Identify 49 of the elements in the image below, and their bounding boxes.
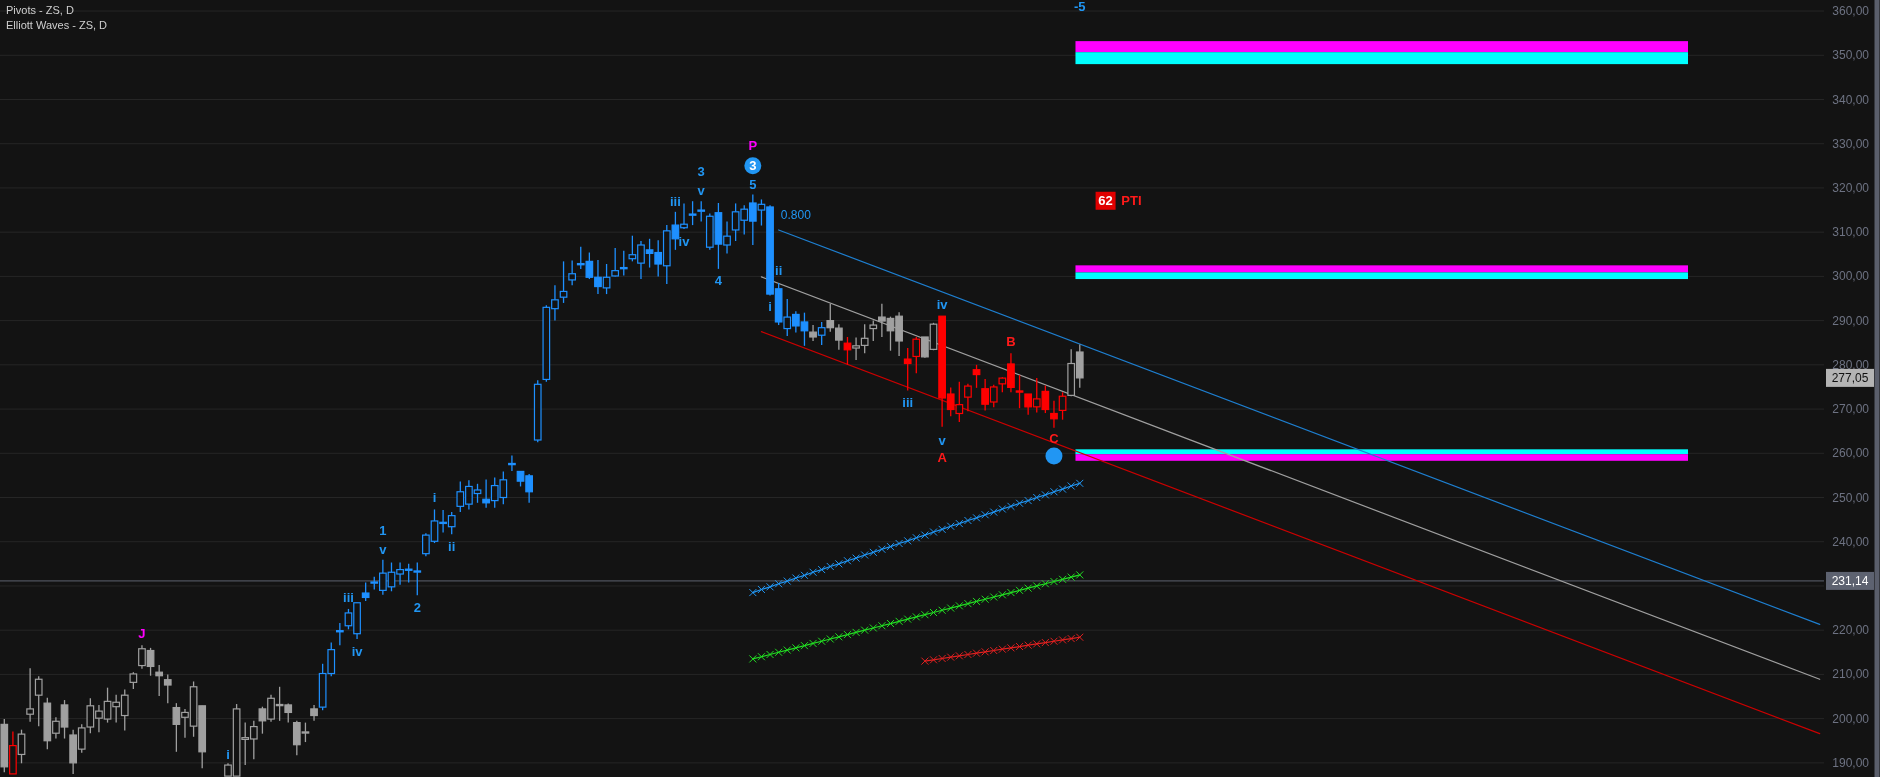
annotation: C — [1049, 431, 1060, 447]
y-tick-label: 310,00 — [1832, 225, 1870, 240]
annotation: ii — [775, 263, 783, 279]
annotation: B — [1006, 333, 1016, 349]
y-tick-label: 350,00 — [1832, 48, 1870, 63]
y-tick-label: 340,00 — [1832, 92, 1870, 107]
y-tick-label: 280,00 — [1832, 357, 1870, 372]
annotation: A — [937, 449, 948, 465]
y-tick-label: 240,00 — [1832, 534, 1870, 549]
y-tick-label: 270,00 — [1832, 402, 1870, 417]
annotation: ii — [448, 539, 456, 555]
annotation: 2 — [413, 599, 421, 615]
y-tick-label: 190,00 — [1832, 755, 1870, 770]
y-tick-label: 360,00 — [1832, 4, 1870, 19]
annotation: J — [138, 626, 146, 642]
annotation: 4 — [714, 273, 723, 289]
annotation: v — [938, 432, 947, 448]
annotation: PTI — [1121, 193, 1142, 209]
annotation: 5 — [749, 176, 757, 192]
ref-line-label: 231,14 — [1831, 573, 1869, 588]
text: 277,05 — [1831, 370, 1869, 385]
y-tick-label: 290,00 — [1832, 313, 1870, 328]
annotation: i — [226, 746, 230, 762]
annotation: 3 — [697, 163, 705, 179]
annotation: i — [432, 489, 437, 505]
annotation: v — [697, 182, 706, 198]
y-tick-label: 220,00 — [1832, 623, 1870, 638]
annotation: -5 — [1073, 0, 1086, 15]
annotation: iv — [936, 297, 949, 313]
annotation: iv — [351, 643, 364, 659]
annotation: Pivots - ZS, D — [6, 4, 74, 16]
annotation: iii — [343, 589, 354, 605]
annotation: iii — [669, 193, 681, 209]
y-tick-label: 260,00 — [1832, 446, 1870, 461]
annotation: v — [379, 541, 388, 557]
annotation: Elliott Waves - ZS, D — [6, 19, 108, 31]
y-tick-label: 200,00 — [1832, 711, 1870, 726]
y-tick-label: 250,00 — [1832, 490, 1870, 505]
annotation: P — [748, 138, 758, 154]
y-tick-label: 320,00 — [1832, 180, 1870, 195]
y-tick-label: 210,00 — [1832, 667, 1870, 682]
y-tick-label: 300,00 — [1832, 269, 1870, 284]
annotation: 3 — [749, 158, 757, 174]
annotation: i — [768, 298, 772, 314]
annotation: 0.800 — [780, 208, 812, 223]
annotation: 1 — [379, 523, 387, 539]
annotation: iv — [678, 233, 691, 249]
annotation: iii — [902, 395, 914, 411]
y-tick-label: 330,00 — [1832, 136, 1870, 151]
